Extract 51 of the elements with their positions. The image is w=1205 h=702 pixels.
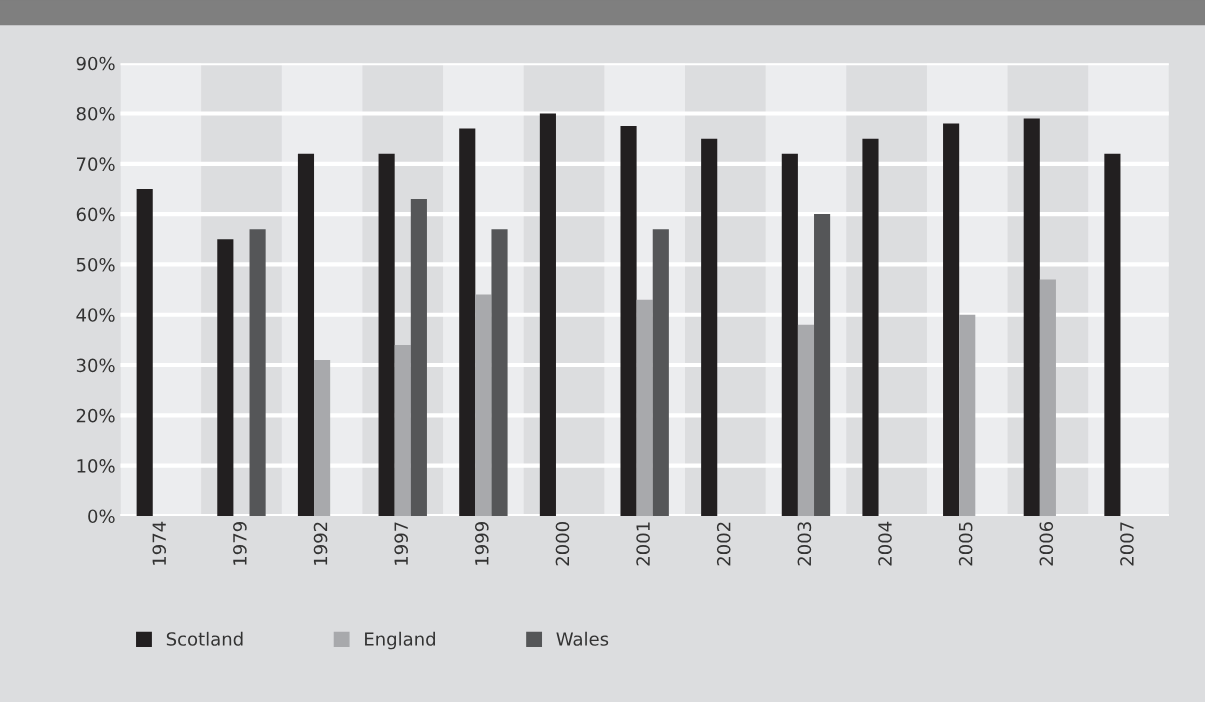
bar [636,299,653,516]
y-tick-label: 20% [76,408,115,423]
bar [959,314,976,516]
legend-label: Scotland [166,631,243,646]
bar [297,153,315,516]
x-tick-label: 1999 [474,522,489,565]
y-tick-label: 90% [76,56,115,71]
x-tick-label: 1992 [313,522,328,565]
x-tick-label: 2004 [878,521,892,566]
bar [136,188,153,516]
bar [410,199,427,516]
bar [459,128,476,516]
x-tick-label: 2001 [636,522,650,566]
bar [814,214,831,516]
bar [491,229,508,516]
x-tick-label: 2000 [555,522,570,566]
bar [378,153,395,516]
x-tick-label: 2007 [1120,522,1134,566]
legend-label: Wales [556,631,609,646]
y-tick-label: 50% [76,257,115,272]
x-tick-label: 2005 [958,522,973,566]
legend-label: England [365,631,435,650]
bar [701,138,718,516]
bar [862,138,879,516]
x-tick-label: 1979 [233,522,247,565]
bar [217,239,234,516]
bar [249,229,266,516]
bar [1039,279,1056,516]
y-tick-label: 80% [76,106,115,121]
x-tick-label: 2006 [1039,521,1054,566]
x-tick-label: 2002 [716,522,731,566]
bar [620,126,637,516]
bar [394,344,411,516]
y-tick-label: 60% [76,207,115,222]
y-tick-label: 30% [76,358,115,373]
x-tick-label: 2003 [797,522,812,566]
bar [652,229,669,516]
bar [943,123,960,516]
bar [539,113,556,516]
bar [781,153,798,516]
bar [797,324,815,516]
y-tick-label: 40% [76,308,115,322]
x-tick-label: 1997 [394,522,408,565]
bar [475,294,492,516]
bar [1104,153,1121,516]
bar [1023,118,1040,516]
y-tick-label: 10% [77,459,115,473]
x-tick-label: 1974 [152,521,167,565]
y-tick-label: 70% [76,157,115,171]
y-tick-label: 0% [88,509,115,524]
bar [314,360,331,516]
